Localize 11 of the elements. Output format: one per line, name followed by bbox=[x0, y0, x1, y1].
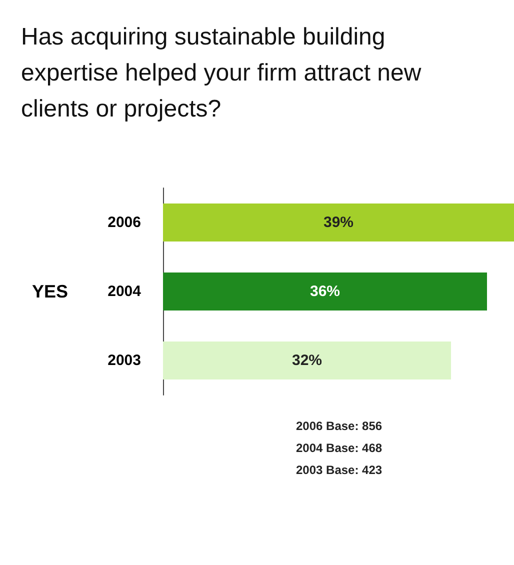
data-label: 39% bbox=[323, 214, 354, 231]
chart-title: Has acquiring sustainable building expertise helped your firm attract new clients or projects? bbox=[21, 24, 428, 122]
y-tick-label: 2004 bbox=[108, 283, 142, 300]
data-label: 36% bbox=[310, 283, 340, 300]
y-axis-title: YES bbox=[32, 282, 68, 302]
text: 2006 Base: 856 bbox=[296, 419, 382, 433]
y-tick-label: 2003 bbox=[108, 352, 141, 369]
text: 2004 Base: 468 bbox=[296, 441, 382, 455]
text: 2003 Base: 423 bbox=[296, 463, 382, 477]
data-label: 32% bbox=[292, 352, 322, 369]
y-tick-label: 2006 bbox=[108, 214, 141, 231]
